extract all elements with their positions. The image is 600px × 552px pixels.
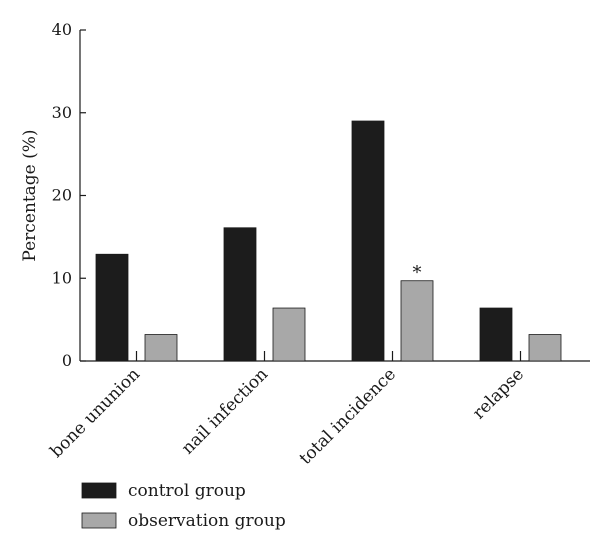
significance-marker: * (413, 263, 422, 284)
x-tick-label: bone ununion (46, 364, 144, 462)
bar-observation-group-relapse (528, 334, 562, 362)
y-tick-label: 20 (52, 186, 72, 205)
bar-observation-group-nail-infection (272, 307, 306, 362)
bar-observation-group-total-incidence (400, 280, 434, 362)
legend-swatch-observation-group (81, 512, 117, 529)
bars (95, 120, 562, 362)
legend-label-control-group: control group (128, 481, 246, 501)
x-tick-label: relapse (469, 364, 528, 423)
bar-control-group-total-incidence (351, 120, 385, 362)
y-axis-title: Percentage (%) (20, 129, 40, 261)
bar-observation-group-bone-ununion (144, 334, 178, 362)
labels: 0 10 20 30 40 Percentage (%) bone ununion nail … (20, 20, 528, 469)
bar-control-group-bone-ununion (95, 253, 129, 362)
bar-control-group-relapse (479, 307, 513, 362)
y-tick-label: 30 (52, 103, 72, 122)
legend: control group observation group (81, 481, 286, 531)
y-tick-label: 40 (52, 20, 72, 39)
axes (79, 29, 590, 362)
x-tick-label: nail infection (178, 364, 272, 458)
legend-swatch-control-group (81, 482, 117, 499)
y-tick-label: 10 (52, 268, 72, 287)
legend-label-observation-group: observation group (128, 511, 286, 531)
bar-control-group-nail-infection (223, 227, 257, 362)
y-tick-label: 0 (62, 351, 72, 370)
x-tick-label: total incidence (296, 364, 400, 468)
